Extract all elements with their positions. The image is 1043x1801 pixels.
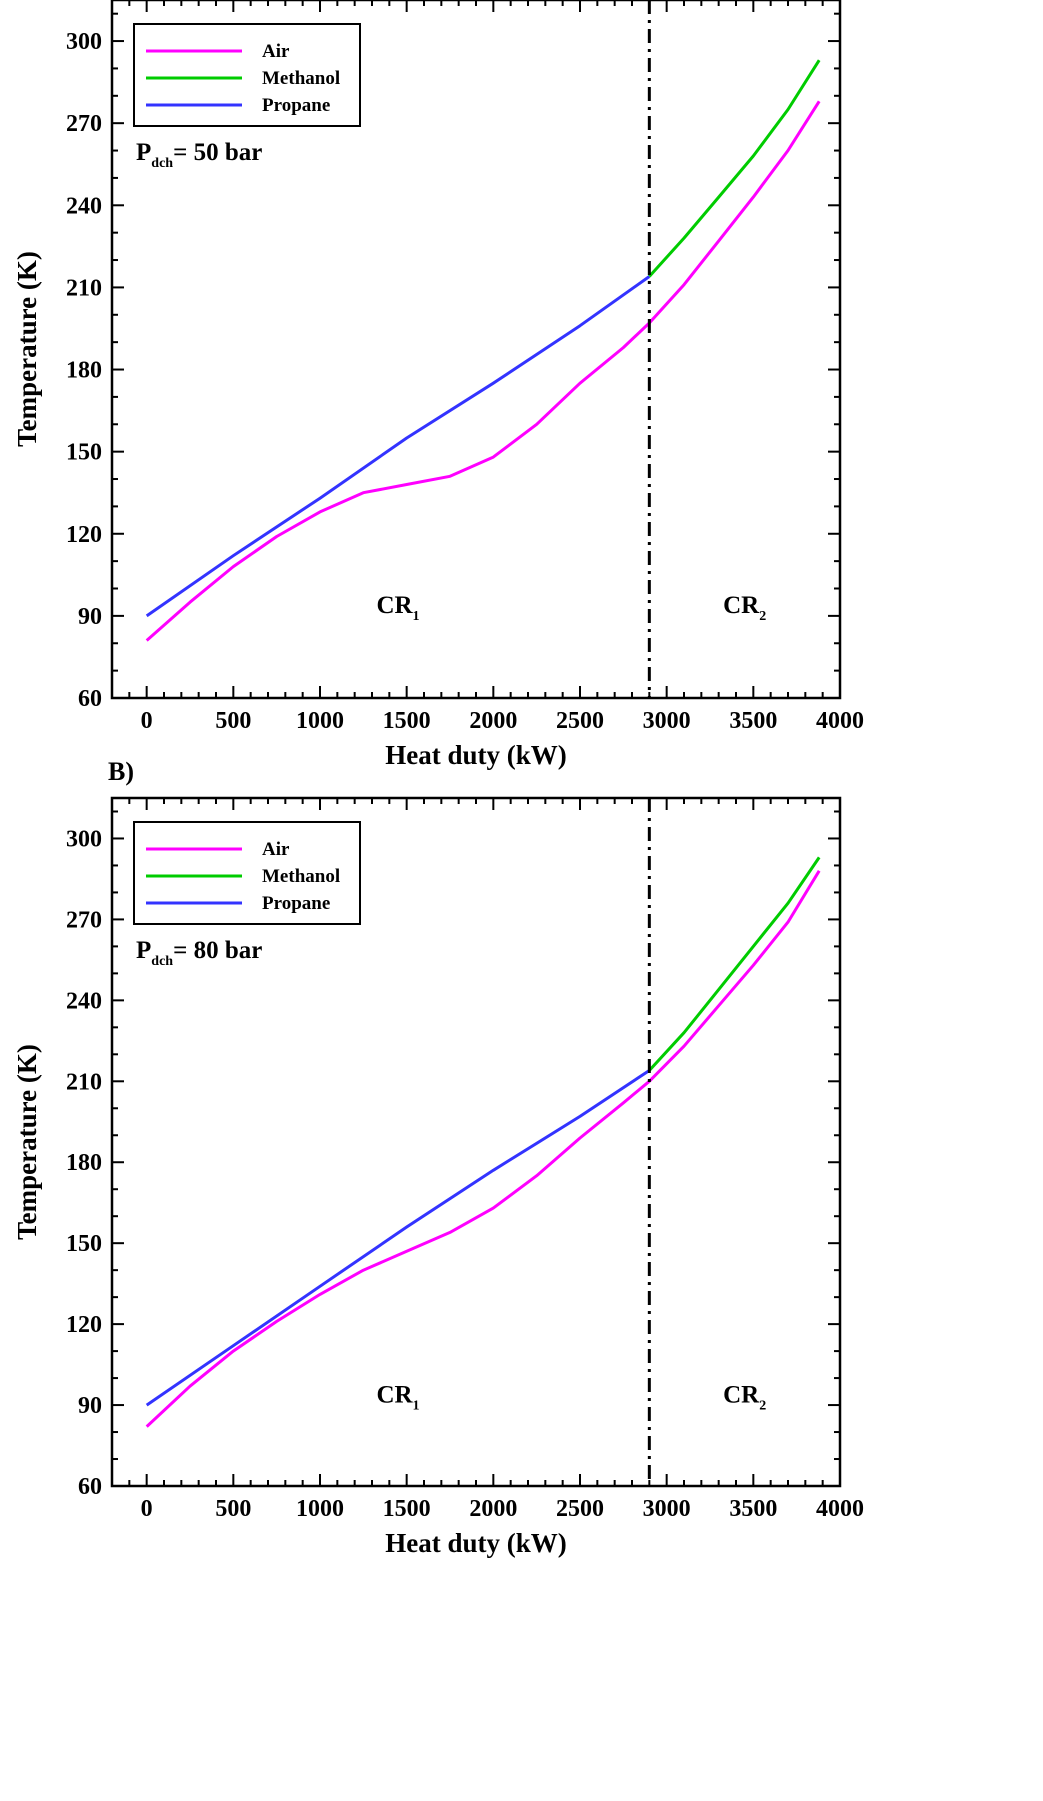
x-tick-label: 4000 xyxy=(816,708,864,734)
x-tick-label: 2500 xyxy=(556,708,604,734)
y-tick-label: 270 xyxy=(66,111,102,137)
y-tick-label: 180 xyxy=(66,358,102,384)
pressure-label: Pdch= 50 bar xyxy=(136,139,262,171)
panel-label: B) xyxy=(108,757,134,786)
y-tick-label: 120 xyxy=(66,522,102,548)
chart-panel-2: B) 0 500 1000 1500 2000 2500 3000 3500 4000 60 90 12… xyxy=(12,757,864,1558)
region-label: CR1 xyxy=(376,592,419,624)
x-tick-label: 2000 xyxy=(469,1496,517,1522)
chart-panel-1: 0 500 1000 1500 2000 2500 3000 3500 4000 60 90 120 1… xyxy=(12,0,864,770)
region-label: CR1 xyxy=(376,1381,419,1413)
x-tick-label: 1500 xyxy=(383,1496,431,1522)
x-tick-label: 3500 xyxy=(729,708,777,734)
y-tick-label: 120 xyxy=(66,1312,102,1338)
x-tick-label: 1000 xyxy=(296,708,344,734)
legend-box xyxy=(133,23,361,127)
series-line-air xyxy=(145,100,821,642)
legend-label-air: Air xyxy=(262,41,290,62)
region-label: CR2 xyxy=(723,592,766,624)
y-tick-label: 60 xyxy=(78,686,102,712)
x-tick-label: 500 xyxy=(215,1496,251,1522)
x-tick-label: 2000 xyxy=(469,708,517,734)
y-tick-label: 300 xyxy=(66,826,102,852)
x-tick-label: 2500 xyxy=(556,1496,604,1522)
y-axis-title: Temperature (K) xyxy=(12,251,42,447)
legend-label-methanol: Methanol xyxy=(262,866,340,887)
x-tick-label: 4000 xyxy=(816,1496,864,1522)
x-tick-label: 0 xyxy=(141,708,153,734)
y-tick-label: 240 xyxy=(66,193,102,219)
y-tick-label: 90 xyxy=(78,1393,102,1419)
series-line-methanol xyxy=(648,59,821,278)
x-tick-label: 3000 xyxy=(643,708,691,734)
series-line-propane xyxy=(145,275,651,618)
y-tick-label: 270 xyxy=(66,907,102,933)
x-tick-label: 1000 xyxy=(296,1496,344,1522)
legend: Air Methanol Propane xyxy=(133,23,361,127)
y-tick-label: 60 xyxy=(78,1474,102,1500)
y-tick-label: 90 xyxy=(78,604,102,630)
x-tick-label: 3500 xyxy=(729,1496,777,1522)
legend-box xyxy=(133,821,361,925)
region-label: CR2 xyxy=(723,1381,766,1413)
x-axis-title: Heat duty (kW) xyxy=(385,1528,567,1558)
legend-label-air: Air xyxy=(262,839,290,860)
y-tick-label: 150 xyxy=(66,440,102,466)
y-tick-label: 210 xyxy=(66,275,102,301)
legend: Air Methanol Propane xyxy=(133,821,361,925)
legend-label-propane: Propane xyxy=(262,95,330,116)
x-axis-title: Heat duty (kW) xyxy=(385,740,567,770)
y-tick-label: 210 xyxy=(66,1069,102,1095)
series-line-air xyxy=(145,870,821,1428)
series-line-methanol xyxy=(648,856,821,1072)
y-tick-label: 300 xyxy=(66,29,102,55)
x-tick-label: 1500 xyxy=(383,708,431,734)
y-axis-title: Temperature (K) xyxy=(12,1044,42,1240)
y-tick-label: 150 xyxy=(66,1231,102,1257)
legend-label-methanol: Methanol xyxy=(262,68,340,89)
legend-label-propane: Propane xyxy=(262,893,330,914)
y-tick-label: 240 xyxy=(66,988,102,1014)
series-line-propane xyxy=(145,1069,651,1407)
x-tick-label: 0 xyxy=(141,1496,153,1522)
x-tick-label: 500 xyxy=(215,708,251,734)
y-tick-label: 180 xyxy=(66,1150,102,1176)
pressure-label: Pdch= 80 bar xyxy=(136,937,262,969)
x-tick-label: 3000 xyxy=(643,1496,691,1522)
